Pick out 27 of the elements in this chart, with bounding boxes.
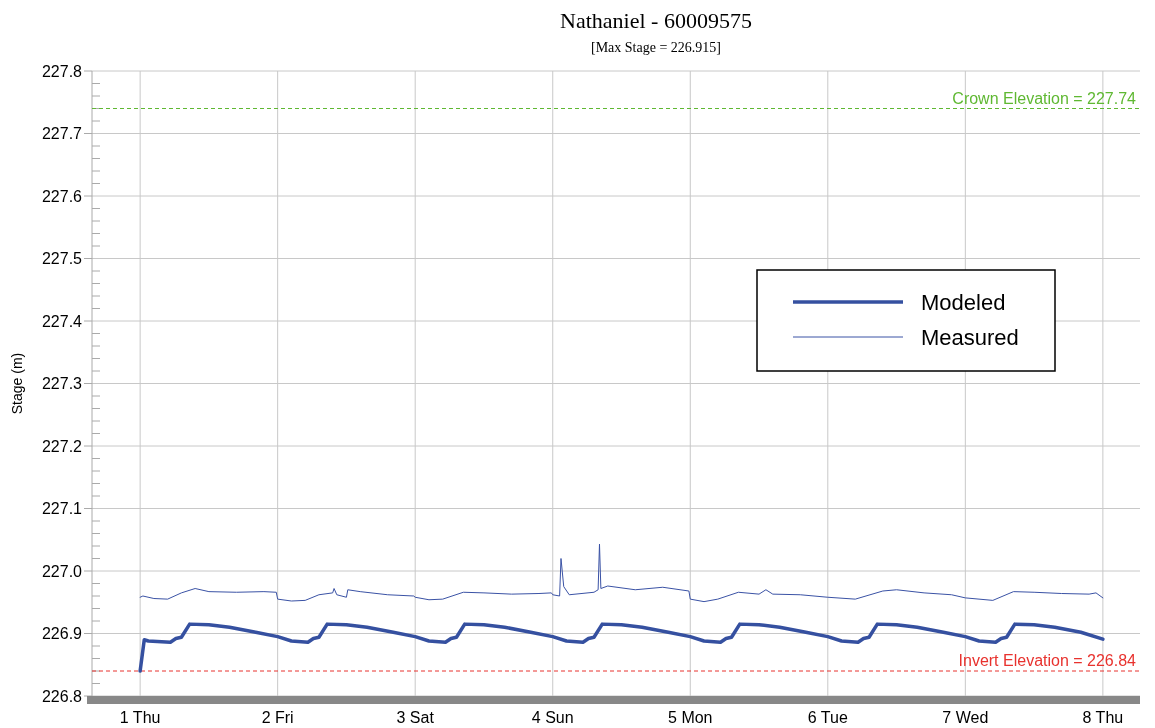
ref-line-label: Invert Elevation = 226.84 [958,652,1137,669]
legend-label: Modeled [921,289,1006,315]
y-tick-label: 226.8 [41,687,83,705]
y-tick-label: 227.6 [41,187,83,205]
y-axis-title: Stage (m) [9,352,25,415]
y-tick-label: 227.2 [41,437,83,455]
y-tick-label: 227.5 [41,250,83,268]
x-tick-label: 7 Wed [942,709,989,726]
y-tick-label: 227.8 [41,62,83,80]
y-tick-label: 227.0 [41,562,83,580]
y-tick-label: 226.9 [41,625,83,643]
x-tick-label: 5 Mon [668,709,713,726]
x-tick-label: 1 Thu [119,709,161,726]
y-tick-label: 227.4 [41,312,83,330]
x-tick-label: 6 Tue [807,709,848,726]
chart-title: Nathaniel - 60009575 [560,8,752,33]
x-tick-label: 2 Fri [261,709,294,726]
chart-subtitle: [Max Stage = 226.915] [591,40,721,55]
y-tick-label: 227.3 [41,375,83,393]
x-tick-label: 8 Thu [1082,709,1124,726]
legend-label: Measured [921,324,1019,350]
x-tick-label: 4 Sun [531,709,574,726]
line-series [139,543,1104,603]
y-tick-label: 227.1 [41,500,83,518]
y-tick-label: 227.7 [41,125,83,143]
x-tick-label: 3 Sat [396,709,435,726]
ref-line-label: Crown Elevation = 227.74 [952,89,1137,107]
